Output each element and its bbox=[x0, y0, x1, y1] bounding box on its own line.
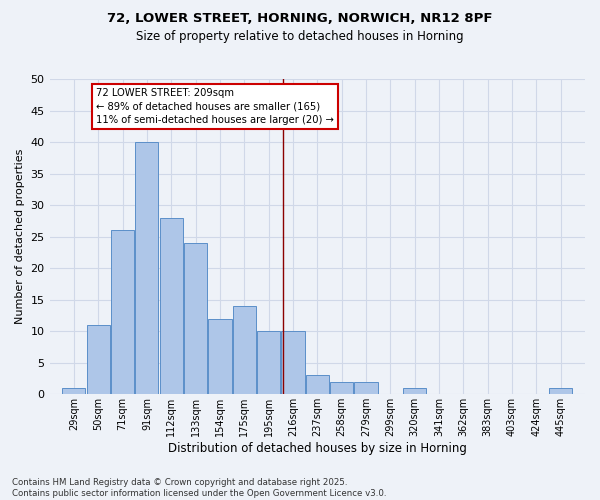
Text: Size of property relative to detached houses in Horning: Size of property relative to detached ho… bbox=[136, 30, 464, 43]
Bar bbox=[62, 388, 85, 394]
Bar bbox=[160, 218, 183, 394]
Text: 72, LOWER STREET, HORNING, NORWICH, NR12 8PF: 72, LOWER STREET, HORNING, NORWICH, NR12… bbox=[107, 12, 493, 26]
Bar bbox=[257, 331, 280, 394]
Bar bbox=[233, 306, 256, 394]
Text: 72 LOWER STREET: 209sqm
← 89% of detached houses are smaller (165)
11% of semi-d: 72 LOWER STREET: 209sqm ← 89% of detache… bbox=[96, 88, 334, 125]
Bar bbox=[86, 325, 110, 394]
Bar bbox=[281, 331, 305, 394]
Bar bbox=[305, 376, 329, 394]
Bar bbox=[208, 318, 232, 394]
X-axis label: Distribution of detached houses by size in Horning: Distribution of detached houses by size … bbox=[168, 442, 467, 455]
Bar bbox=[403, 388, 426, 394]
Bar bbox=[330, 382, 353, 394]
Text: Contains HM Land Registry data © Crown copyright and database right 2025.
Contai: Contains HM Land Registry data © Crown c… bbox=[12, 478, 386, 498]
Bar bbox=[184, 243, 207, 394]
Bar bbox=[355, 382, 377, 394]
Y-axis label: Number of detached properties: Number of detached properties bbox=[15, 149, 25, 324]
Bar bbox=[549, 388, 572, 394]
Bar bbox=[136, 142, 158, 395]
Bar bbox=[111, 230, 134, 394]
